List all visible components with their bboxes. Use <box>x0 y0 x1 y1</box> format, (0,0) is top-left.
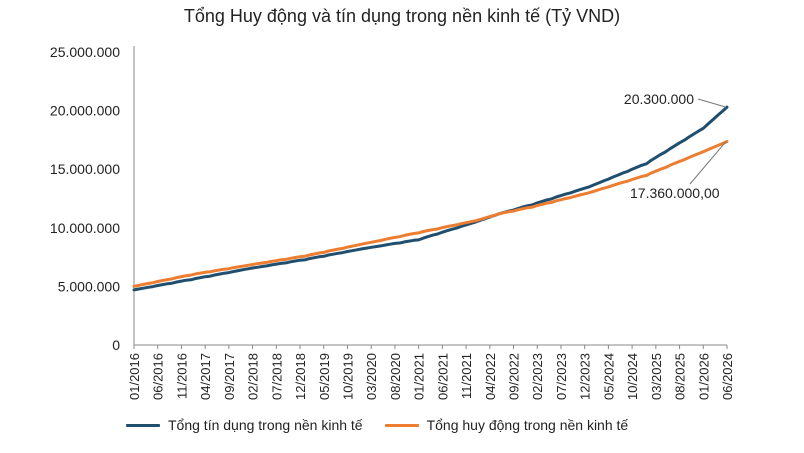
x-tick-label: 01/2026 <box>696 353 711 400</box>
x-tick-label: 01/2016 <box>127 353 142 400</box>
x-tick-label: 11/2021 <box>459 353 474 399</box>
annotation-leader-line <box>689 141 727 185</box>
x-tick-label: 07/2023 <box>554 353 569 400</box>
x-tick-label: 07/2018 <box>269 353 284 400</box>
x-tick-label: 03/2025 <box>649 353 664 400</box>
y-tick-label: 10.000.000 <box>50 220 120 236</box>
legend: Tổng tín dụng trong nền kinh tế Tổng huy… <box>126 417 650 433</box>
y-tick-label: 15.000.000 <box>50 161 120 177</box>
x-tick-label: 02/2023 <box>530 353 545 400</box>
chart-title: Tổng Huy động và tín dụng trong nền kinh… <box>183 6 621 26</box>
x-tick-label: 10/2024 <box>625 353 640 400</box>
annotation-leader-line <box>697 98 727 108</box>
x-tick-label: 06/2021 <box>435 353 450 400</box>
series-lines <box>132 105 729 292</box>
annotation-credit-value: 20.300.000 <box>624 91 694 107</box>
annotation-deposit-value: 17.360.000,00 <box>630 185 720 201</box>
x-tick-label: 04/2022 <box>483 353 498 400</box>
legend-label-deposit: Tổng huy động trong nền kinh tế <box>426 417 629 433</box>
x-tick-label: 06/2026 <box>720 353 735 400</box>
x-tick-label: 10/2019 <box>340 353 355 400</box>
y-tick-label: 20.000.000 <box>50 103 120 119</box>
x-tick-label: 01/2021 <box>412 353 427 400</box>
x-tick-label: 09/2017 <box>222 353 237 400</box>
x-tick-label: 09/2022 <box>507 353 522 400</box>
legend-swatch-credit <box>126 423 160 427</box>
x-axis-tick-labels: 01/2016 06/2016 11/2016 04/2017 09/2017 02/20… <box>127 345 735 400</box>
x-tick-label: 03/2020 <box>364 353 379 400</box>
y-tick-label: 0 <box>112 337 120 353</box>
x-tick-label: 05/2019 <box>317 353 332 400</box>
x-tick-label: 02/2018 <box>246 353 261 400</box>
chart-annotations: 20.300.000 17.360.000,00 <box>624 91 727 201</box>
x-tick-label: 06/2016 <box>151 353 166 400</box>
x-tick-label: 12/2018 <box>293 353 308 400</box>
x-tick-label: 11/2016 <box>174 353 189 399</box>
legend-swatch-deposit <box>384 423 419 427</box>
legend-item-credit: Tổng tín dụng trong nền kinh tế <box>126 417 363 433</box>
legend-label-credit: Tổng tín dụng trong nền kinh tế <box>168 417 363 433</box>
series-line-credit <box>132 105 729 292</box>
legend-item-deposit: Tổng huy động trong nền kinh tế <box>384 417 629 433</box>
x-tick-label: 08/2025 <box>673 353 688 400</box>
x-tick-label: 12/2023 <box>578 353 593 400</box>
y-tick-label: 5.000.000 <box>58 278 120 294</box>
series-line-deposit <box>132 140 729 288</box>
x-tick-label: 08/2020 <box>388 353 403 400</box>
x-tick-label: 05/2024 <box>601 353 616 400</box>
x-tick-label: 04/2017 <box>198 353 213 400</box>
y-axis-tick-labels: 0 5.000.000 10.000.000 15.000.000 20.000.000… <box>50 44 120 353</box>
chart-axes <box>133 46 727 346</box>
y-tick-label: 25.000.000 <box>50 44 120 60</box>
